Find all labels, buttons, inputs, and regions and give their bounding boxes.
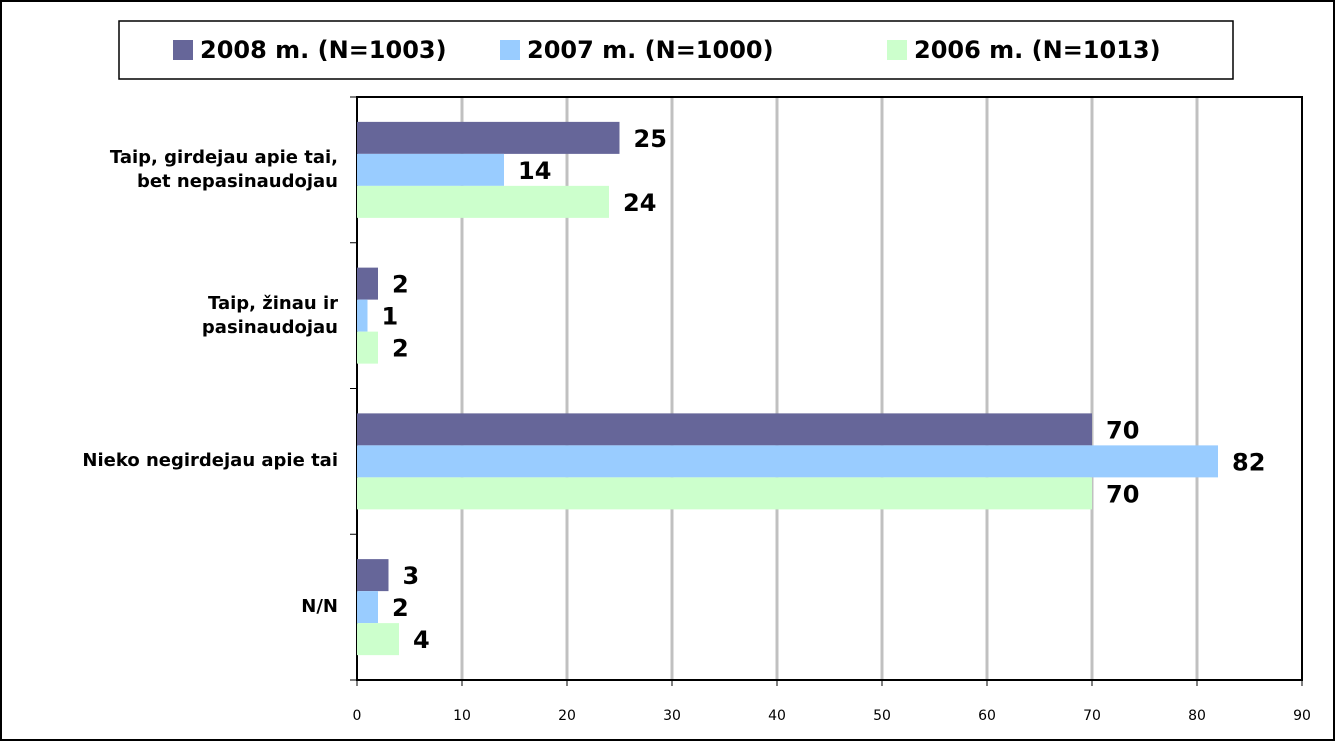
data-label: 1: [382, 303, 399, 331]
data-label: 2: [392, 594, 409, 622]
data-label: 3: [403, 562, 420, 590]
x-tick-label: 80: [1188, 708, 1206, 724]
legend-box: [118, 20, 1234, 80]
legend-swatch: [887, 40, 907, 60]
bar: [357, 413, 1092, 446]
x-tick-label: 70: [1083, 708, 1101, 724]
x-tick-label: 90: [1293, 708, 1311, 724]
bar: [357, 445, 1218, 478]
x-tick-label: 20: [558, 708, 576, 724]
y-tick-label: Nieko negirdejau apie tai: [82, 450, 338, 472]
x-tick-label: 40: [768, 708, 786, 724]
bar: [357, 331, 378, 364]
x-tick-label: 10: [453, 708, 471, 724]
x-tick-label: 60: [978, 708, 996, 724]
data-label: 70: [1106, 416, 1139, 444]
legend-label: 2008 m. (N=1003): [200, 36, 447, 64]
data-label: 2: [392, 271, 409, 299]
legend-swatch: [173, 40, 193, 60]
bar: [357, 559, 389, 592]
data-label: 25: [634, 125, 667, 153]
bar: [357, 299, 368, 332]
data-label: 4: [413, 626, 430, 654]
bar: [357, 121, 620, 154]
y-tick-label: Taip, žinau ir pasinaudojau: [201, 292, 338, 338]
legend-label: 2007 m. (N=1000): [527, 36, 774, 64]
bar: [357, 623, 399, 656]
bar: [357, 477, 1092, 510]
x-tick-label: 30: [663, 708, 681, 724]
bar: [357, 153, 504, 186]
data-label: 2: [392, 335, 409, 363]
bar: [357, 591, 378, 624]
data-label: 70: [1106, 480, 1139, 508]
y-tick-label: Taip, girdejau apie tai, bet nepasinaudo…: [109, 146, 338, 192]
data-label: 14: [518, 157, 551, 185]
x-tick-label: 0: [353, 708, 362, 724]
bar: [357, 185, 609, 218]
legend-swatch: [500, 40, 520, 60]
y-tick-label: N/N: [301, 596, 338, 618]
bar: [357, 267, 378, 300]
data-label: 82: [1232, 448, 1265, 476]
data-label: 24: [623, 189, 656, 217]
x-tick-label: 50: [873, 708, 891, 724]
legend-label: 2006 m. (N=1013): [914, 36, 1161, 64]
